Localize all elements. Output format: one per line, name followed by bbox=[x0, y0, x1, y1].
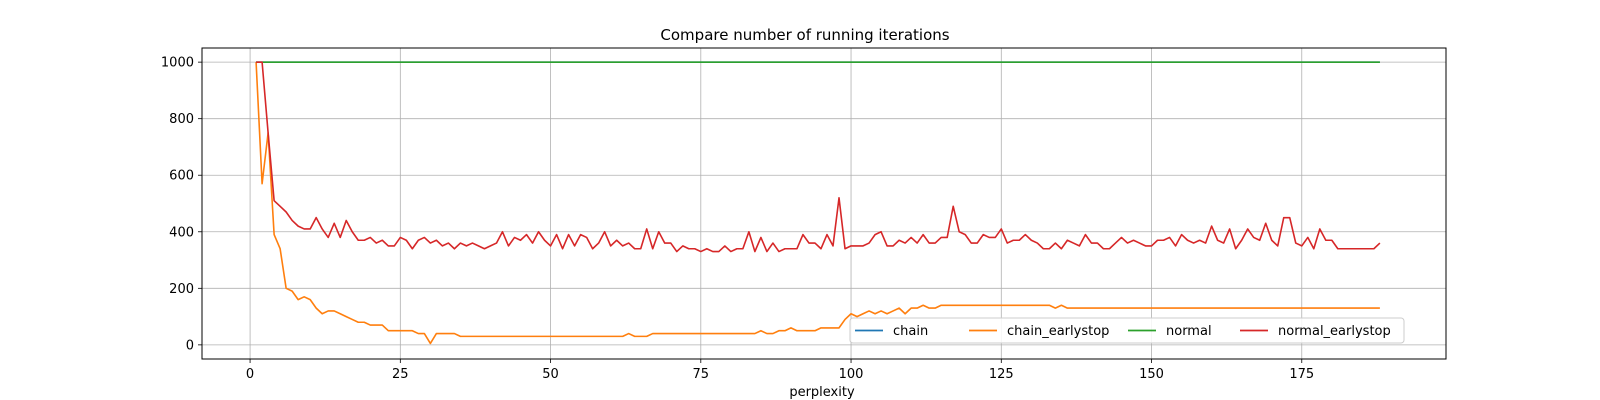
x-tick-label: 0 bbox=[246, 367, 254, 382]
y-tick-label: 400 bbox=[169, 225, 194, 240]
x-tick-label: 75 bbox=[693, 367, 710, 382]
series-line-normal-earlystop bbox=[256, 61, 1381, 253]
x-tick-label: 100 bbox=[839, 367, 864, 382]
grid bbox=[202, 48, 1446, 359]
x-tick-label: 25 bbox=[392, 367, 409, 382]
series-lines bbox=[255, 61, 1381, 345]
x-tick-label: 50 bbox=[542, 367, 559, 382]
y-tick-label: 200 bbox=[169, 282, 194, 297]
x-tick-label: 125 bbox=[989, 367, 1014, 382]
legend-label-chain: chain bbox=[893, 324, 928, 339]
legend: chain chain_earlystop normal normal_earlyst… bbox=[849, 317, 1405, 344]
y-axis: 0 200 400 600 800 1000 bbox=[161, 56, 202, 353]
x-axis: 0 25 50 75 100 125 150 175 bbox=[246, 359, 1314, 382]
y-tick-label: 800 bbox=[169, 112, 194, 127]
plot-frame bbox=[201, 47, 1447, 360]
legend-label-normal-earlystop: normal_earlystop bbox=[1278, 324, 1391, 339]
legend-label-chain-earlystop: chain_earlystop bbox=[1007, 324, 1109, 339]
x-axis-label: perplexity bbox=[789, 385, 855, 400]
chart-title: Compare number of running iterations bbox=[660, 26, 949, 44]
y-tick-label: 0 bbox=[186, 338, 194, 353]
x-tick-label: 150 bbox=[1139, 367, 1164, 382]
series-line-chain-earlystop bbox=[255, 62, 1380, 345]
y-tick-label: 600 bbox=[169, 169, 194, 184]
legend-box bbox=[849, 317, 1405, 344]
x-tick-label: 175 bbox=[1289, 367, 1314, 382]
y-tick-label: 1000 bbox=[161, 56, 194, 71]
legend-label-normal: normal bbox=[1166, 324, 1212, 339]
